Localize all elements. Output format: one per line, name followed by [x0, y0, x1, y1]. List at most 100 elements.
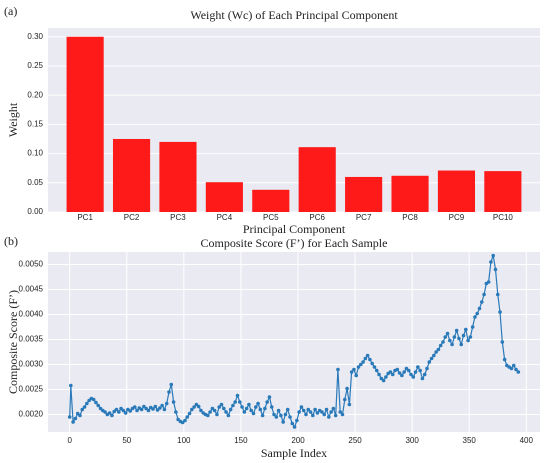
point	[228, 407, 233, 412]
point	[240, 405, 244, 409]
point	[276, 408, 281, 413]
point	[169, 382, 174, 387]
point	[347, 402, 352, 407]
point	[283, 412, 288, 417]
subplot: (a) Weight (Wc) of Each Principal Compone…	[4, 4, 540, 236]
point	[267, 395, 272, 399]
point	[215, 412, 219, 417]
x-tick-label: 150	[234, 436, 248, 445]
point	[110, 413, 114, 418]
point	[445, 331, 450, 336]
point	[457, 336, 461, 341]
point	[475, 311, 480, 316]
y-axis-label: Composite Score (F’)	[6, 290, 20, 394]
x-tick-label: 200	[291, 436, 305, 445]
point	[299, 405, 304, 409]
point	[151, 407, 155, 411]
point	[82, 405, 87, 409]
point	[356, 365, 361, 369]
point	[486, 280, 491, 284]
point	[196, 404, 201, 409]
point	[441, 340, 445, 344]
point	[80, 407, 85, 412]
point	[502, 357, 507, 362]
point	[322, 412, 327, 417]
point	[114, 407, 119, 412]
point	[146, 408, 151, 413]
point	[94, 400, 98, 405]
point	[336, 367, 340, 372]
point	[233, 400, 238, 404]
point	[308, 410, 313, 414]
point	[167, 390, 171, 394]
point	[269, 405, 274, 409]
point	[479, 300, 484, 304]
y-axis-label: Weight	[6, 102, 20, 137]
bar	[159, 141, 197, 212]
point	[363, 356, 368, 361]
point	[324, 407, 329, 412]
point	[395, 367, 400, 372]
x-tick-label: PC8	[402, 213, 418, 222]
point	[381, 378, 386, 383]
point	[413, 370, 418, 374]
y-tick-label: 0.00	[27, 207, 43, 216]
point	[192, 405, 196, 409]
x-tick-label: PC2	[124, 213, 140, 222]
point	[174, 410, 178, 414]
point	[304, 412, 308, 417]
point	[285, 407, 290, 412]
point	[358, 362, 363, 367]
point	[288, 415, 292, 419]
point	[162, 407, 167, 412]
point	[183, 418, 187, 423]
x-tick-label: PC1	[77, 213, 93, 222]
point	[491, 253, 495, 258]
point	[370, 361, 374, 366]
point	[482, 292, 486, 297]
point	[171, 400, 176, 404]
y-tick-label: 0.0030	[19, 360, 44, 369]
point	[103, 410, 107, 414]
panel-label: (a)	[4, 4, 17, 18]
point	[290, 421, 295, 426]
point	[461, 333, 466, 338]
point	[489, 260, 493, 264]
point	[420, 376, 425, 381]
point	[448, 338, 452, 343]
subplot: (b) Composite Score (F’) for Each Sample S…	[4, 234, 540, 460]
point	[272, 412, 276, 417]
bar	[437, 170, 476, 212]
point	[315, 411, 320, 415]
y-tick-label: 0.0050	[19, 260, 44, 269]
y-tick-label: 0.30	[27, 32, 43, 41]
point	[237, 400, 242, 404]
point	[438, 343, 443, 348]
point	[349, 370, 354, 374]
point	[208, 410, 212, 414]
y-tick-label: 0.20	[27, 90, 43, 99]
point	[331, 406, 336, 411]
point	[160, 403, 164, 408]
point	[242, 410, 247, 414]
point	[135, 408, 139, 413]
point	[425, 366, 429, 371]
x-tick-label: PC10	[493, 213, 514, 222]
point	[226, 413, 231, 418]
point	[443, 335, 448, 339]
point	[67, 415, 72, 419]
point	[139, 407, 144, 412]
point	[416, 365, 420, 369]
x-axis-label: Principal Component	[243, 222, 346, 236]
point	[418, 368, 422, 373]
point	[361, 360, 365, 364]
x-tick-label: PC9	[449, 213, 465, 222]
point	[263, 406, 267, 411]
point	[374, 368, 379, 373]
point	[477, 306, 482, 311]
x-tick-label: 350	[463, 436, 477, 445]
y-tick-label: 0.10	[27, 149, 43, 158]
point	[320, 410, 324, 414]
y-tick-label: 0.0020	[19, 410, 44, 419]
